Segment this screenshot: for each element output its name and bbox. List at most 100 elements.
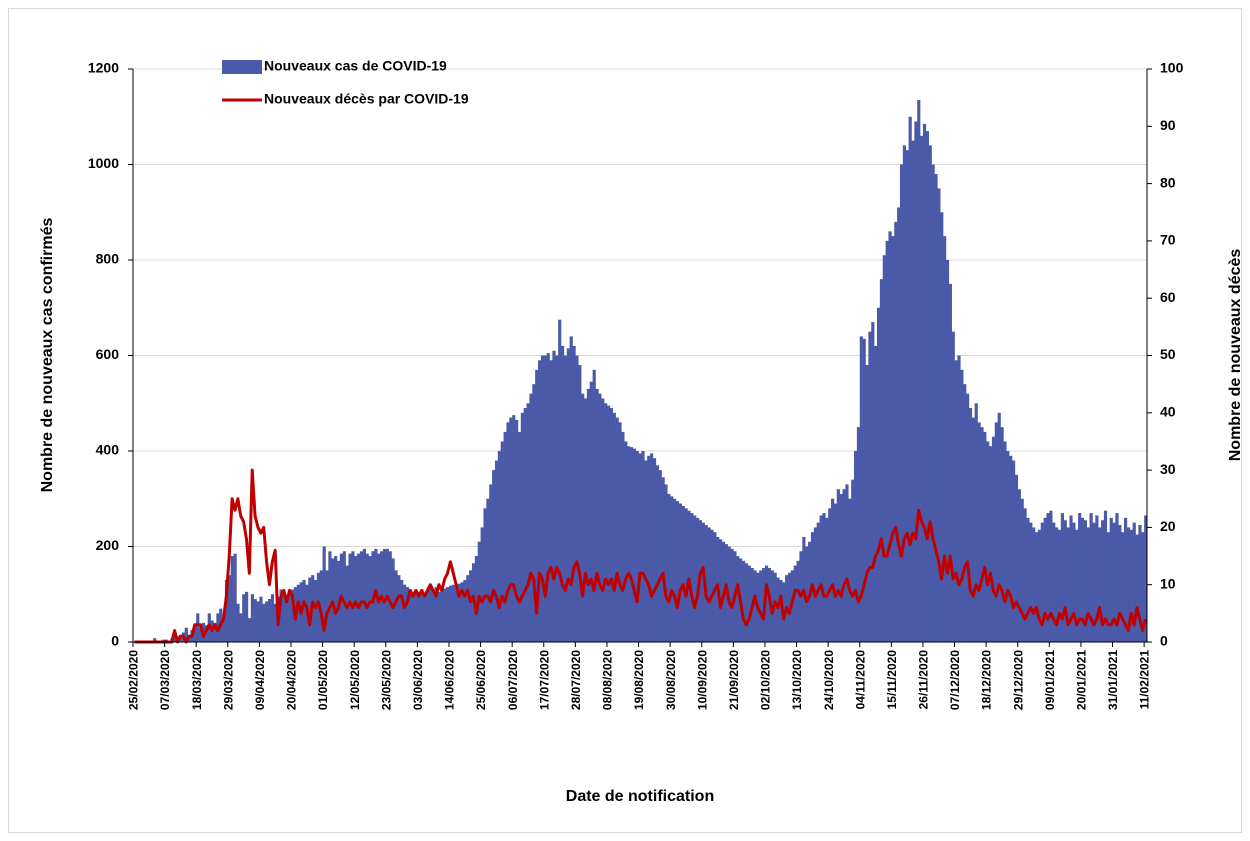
bar bbox=[650, 453, 654, 642]
bar bbox=[1098, 527, 1102, 642]
bar bbox=[693, 515, 697, 642]
bar bbox=[517, 431, 522, 642]
y-tick-label: 400 bbox=[96, 442, 120, 458]
bar bbox=[647, 455, 651, 642]
y-tick-label: 1200 bbox=[88, 60, 119, 76]
bar bbox=[974, 403, 978, 642]
x-tick-label: 15/11/2020 bbox=[885, 650, 899, 710]
bar bbox=[328, 551, 332, 642]
bar bbox=[348, 553, 352, 642]
bar bbox=[612, 412, 616, 642]
bar bbox=[655, 465, 659, 642]
bar bbox=[673, 498, 677, 642]
bar bbox=[644, 460, 648, 642]
bar bbox=[515, 419, 519, 642]
bar bbox=[831, 498, 835, 642]
bar bbox=[971, 417, 975, 642]
bar bbox=[1118, 525, 1122, 642]
bar bbox=[474, 556, 479, 642]
bar bbox=[391, 558, 395, 642]
x-tick-label: 14/06/2020 bbox=[443, 650, 457, 710]
bar bbox=[572, 345, 576, 642]
bar bbox=[546, 353, 550, 642]
bar bbox=[477, 541, 481, 642]
y2-tick-label: 20 bbox=[1160, 518, 1176, 534]
x-tick-label: 09/04/2020 bbox=[253, 650, 267, 710]
bar bbox=[707, 527, 711, 642]
bar bbox=[920, 135, 924, 642]
bar bbox=[270, 594, 275, 642]
bar bbox=[888, 231, 892, 642]
bar bbox=[342, 551, 346, 642]
bar bbox=[1029, 522, 1033, 642]
bar bbox=[980, 427, 984, 642]
bar bbox=[1057, 529, 1062, 642]
bar bbox=[253, 599, 257, 642]
bar bbox=[632, 448, 636, 642]
bar bbox=[897, 207, 901, 642]
bar bbox=[555, 355, 559, 642]
bar bbox=[425, 590, 430, 642]
bar bbox=[153, 638, 157, 642]
bar bbox=[928, 145, 932, 642]
bar bbox=[1032, 527, 1036, 642]
bar bbox=[423, 594, 427, 642]
bar bbox=[922, 123, 927, 643]
bar bbox=[420, 589, 424, 642]
bar bbox=[443, 588, 447, 642]
y2-tick-label: 70 bbox=[1160, 232, 1176, 248]
x-tick-label: 18/03/2020 bbox=[190, 650, 204, 710]
bar bbox=[905, 150, 909, 643]
bar bbox=[233, 553, 237, 642]
bar bbox=[543, 355, 547, 642]
y2-tick-label: 0 bbox=[1160, 633, 1168, 649]
bar bbox=[661, 477, 665, 642]
bar bbox=[549, 360, 553, 642]
bar bbox=[239, 613, 243, 642]
bar bbox=[359, 551, 364, 642]
bar bbox=[902, 145, 907, 642]
y2-tick-label: 50 bbox=[1160, 346, 1176, 362]
bar bbox=[641, 451, 645, 642]
bar bbox=[1026, 517, 1030, 642]
bar bbox=[839, 493, 843, 642]
bar bbox=[509, 417, 513, 642]
bar bbox=[882, 255, 886, 642]
bar bbox=[417, 591, 421, 642]
bar bbox=[262, 603, 266, 642]
y2-tick-label: 80 bbox=[1160, 174, 1176, 190]
x-tick-label: 07/03/2020 bbox=[158, 650, 172, 710]
y-tick-label: 600 bbox=[96, 346, 120, 362]
bar bbox=[954, 360, 958, 642]
bar bbox=[273, 603, 277, 642]
bar bbox=[242, 594, 246, 642]
bar bbox=[744, 563, 749, 642]
bar bbox=[325, 570, 329, 642]
bar bbox=[365, 553, 369, 642]
bar bbox=[173, 637, 177, 642]
bar bbox=[865, 365, 869, 642]
bar bbox=[1069, 515, 1073, 642]
bar bbox=[604, 403, 608, 642]
x-tick-label: 13/10/2020 bbox=[790, 650, 804, 710]
bar bbox=[1049, 510, 1053, 642]
bar bbox=[428, 588, 433, 642]
bar bbox=[914, 121, 918, 642]
bar bbox=[989, 446, 993, 642]
bar bbox=[483, 508, 487, 642]
bar bbox=[1078, 513, 1082, 642]
bar bbox=[658, 470, 662, 642]
bar bbox=[581, 393, 585, 642]
bar bbox=[213, 622, 217, 642]
x-tick-label: 08/08/2020 bbox=[601, 650, 615, 710]
bar bbox=[1106, 532, 1110, 642]
bar bbox=[222, 618, 226, 642]
bar bbox=[569, 336, 573, 642]
bar bbox=[520, 412, 524, 642]
bar bbox=[408, 589, 412, 642]
x-tick-label: 09/01/2021 bbox=[1043, 650, 1057, 710]
bar bbox=[891, 236, 895, 642]
bar bbox=[1000, 427, 1004, 642]
bar bbox=[1112, 522, 1116, 642]
bar bbox=[1080, 517, 1085, 642]
